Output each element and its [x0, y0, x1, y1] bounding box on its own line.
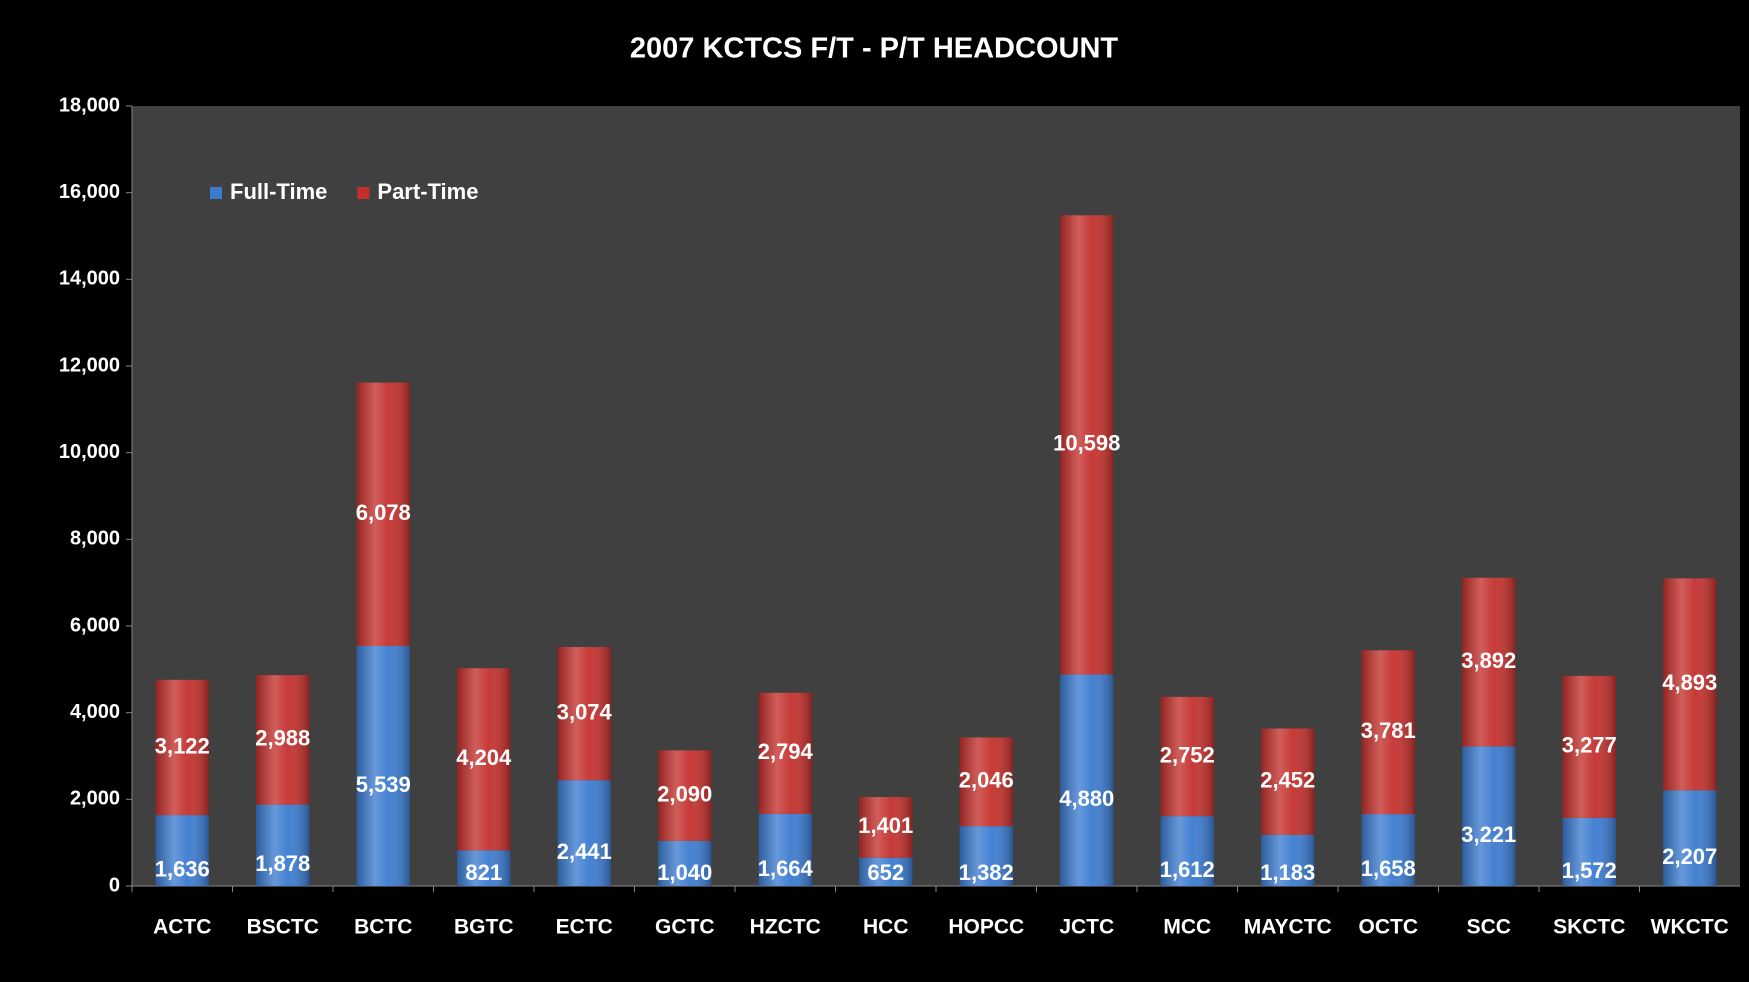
value-label: 1,183 — [1260, 860, 1315, 885]
x-tick-label: HCC — [863, 916, 909, 939]
bar-shine — [658, 840, 712, 886]
value-label: 1,636 — [155, 856, 210, 881]
value-label: 2,441 — [557, 839, 612, 864]
bar-shine — [155, 679, 209, 816]
bar-shine — [1361, 814, 1415, 886]
x-tick-label: ACTC — [153, 916, 211, 939]
value-label: 5,539 — [356, 772, 411, 797]
x-tick-label: SCC — [1467, 916, 1511, 939]
bar-shine — [457, 850, 511, 886]
bar-shine — [959, 737, 1013, 827]
bar-shine — [1060, 674, 1114, 886]
y-tick-label: 14,000 — [59, 268, 120, 290]
legend-swatch — [357, 187, 370, 199]
value-label: 3,221 — [1461, 822, 1516, 847]
x-tick-label: BCTC — [354, 916, 412, 939]
x-tick-label: MCC — [1163, 916, 1211, 939]
value-label: 2,988 — [255, 726, 310, 751]
y-tick-label: 2,000 — [70, 788, 120, 810]
bar-shine — [1160, 696, 1214, 817]
y-tick-label: 18,000 — [59, 94, 120, 116]
bar-shine — [457, 668, 511, 851]
value-label: 10,598 — [1053, 431, 1120, 456]
value-label: 4,893 — [1662, 670, 1717, 695]
x-tick-label: BGTC — [454, 916, 514, 939]
value-label: 4,880 — [1059, 786, 1114, 811]
x-tick-label: OCTC — [1359, 916, 1419, 939]
bar-shine — [1462, 577, 1516, 747]
value-label: 1,612 — [1160, 857, 1215, 882]
bar-shine — [1462, 746, 1516, 886]
bar-shine — [1562, 675, 1616, 818]
legend-swatch — [210, 187, 222, 199]
bar-shine — [557, 647, 611, 781]
x-tick-label: BSCTC — [247, 916, 319, 939]
value-label: 2,752 — [1160, 742, 1215, 767]
value-label: 652 — [867, 860, 904, 885]
bar-shine — [1562, 817, 1616, 886]
y-tick-label: 4,000 — [70, 701, 120, 723]
x-tick-label: HOPCC — [948, 916, 1024, 939]
y-tick-label: 6,000 — [70, 614, 120, 636]
bar-shine — [859, 797, 913, 858]
value-label: 2,207 — [1662, 844, 1717, 869]
legend-label: Part-Time — [377, 179, 478, 204]
value-label: 2,046 — [959, 768, 1014, 793]
value-label: 3,122 — [155, 733, 210, 758]
bar-shine — [1663, 790, 1717, 886]
value-label: 1,658 — [1361, 856, 1416, 881]
bar-shine — [758, 692, 812, 814]
bar-shine — [1361, 650, 1415, 815]
y-tick-label: 0 — [109, 874, 120, 896]
value-label: 6,078 — [356, 500, 411, 525]
x-tick-label: WKCTC — [1651, 916, 1729, 939]
bar-shine — [758, 813, 812, 886]
value-label: 1,878 — [255, 851, 310, 876]
value-label: 2,794 — [758, 739, 814, 764]
value-label: 1,401 — [858, 813, 913, 838]
x-tick-label: JCTC — [1059, 916, 1114, 939]
x-tick-label: HZCTC — [750, 916, 821, 939]
x-tick-label: MAYCTC — [1244, 916, 1332, 939]
bar-shine — [859, 857, 913, 886]
bar-shine — [1663, 578, 1717, 791]
bar-shine — [356, 645, 410, 886]
bar-shine — [356, 382, 410, 646]
value-label: 3,781 — [1361, 718, 1416, 743]
bar-shine — [1261, 728, 1315, 835]
y-tick-label: 8,000 — [70, 528, 120, 550]
bar-shine — [155, 815, 209, 886]
bar-shine — [658, 750, 712, 841]
value-label: 2,452 — [1260, 767, 1315, 792]
bar-shine — [959, 826, 1013, 886]
bar-shine — [256, 804, 310, 886]
value-label: 3,277 — [1562, 733, 1617, 758]
legend-label: Full-Time — [230, 179, 327, 204]
value-label: 1,572 — [1562, 858, 1617, 883]
bar-shine — [1261, 834, 1315, 886]
x-tick-label: SKCTC — [1553, 916, 1625, 939]
y-tick-label: 10,000 — [59, 441, 120, 463]
bar-shine — [256, 675, 310, 805]
y-tick-label: 12,000 — [59, 354, 120, 376]
value-label: 4,204 — [456, 745, 512, 770]
x-tick-label: GCTC — [655, 916, 715, 939]
value-label: 3,074 — [557, 699, 613, 724]
value-label: 1,664 — [758, 856, 814, 881]
bar-shine — [1160, 816, 1214, 886]
bar-shine — [557, 780, 611, 886]
y-tick-label: 16,000 — [59, 181, 120, 203]
value-label: 1,040 — [657, 860, 712, 885]
value-label: 3,892 — [1461, 648, 1516, 673]
x-tick-label: ECTC — [556, 916, 613, 939]
chart-title: 2007 KCTCS F/T - P/T HEADCOUNT — [630, 33, 1118, 65]
value-label: 1,382 — [959, 860, 1014, 885]
bar-shine — [1060, 215, 1114, 675]
value-label: 821 — [465, 860, 502, 885]
value-label: 2,090 — [657, 781, 712, 806]
